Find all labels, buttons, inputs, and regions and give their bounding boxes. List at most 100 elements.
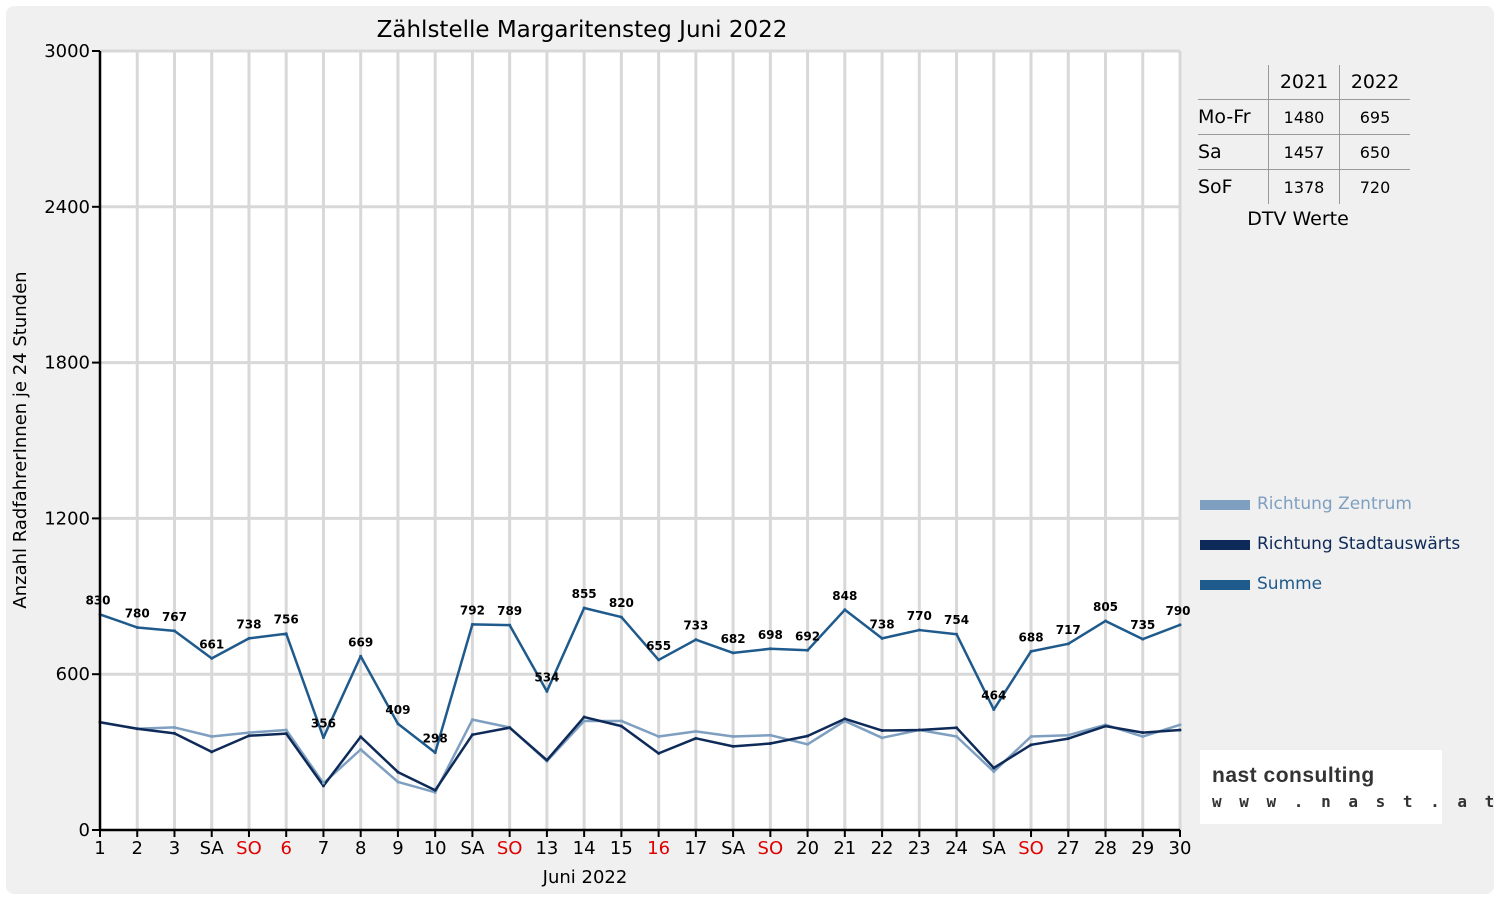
x-tick-label: SA	[460, 838, 485, 859]
data-point	[210, 750, 214, 754]
x-tick-label: 9	[392, 838, 403, 859]
data-points	[98, 606, 1182, 794]
series-line-1	[99, 718, 1181, 794]
data-point	[470, 622, 474, 626]
data-point	[359, 654, 363, 658]
data-point	[135, 625, 139, 629]
data-point	[1029, 743, 1033, 747]
legend-label: Richtung Zentrum	[1257, 494, 1412, 514]
data-point	[1141, 637, 1145, 641]
data-point	[582, 606, 586, 610]
data-point	[992, 766, 996, 770]
data-label: 409	[385, 703, 410, 717]
data-point	[694, 729, 698, 733]
data-point	[470, 733, 474, 737]
legend-swatch	[1200, 580, 1250, 590]
x-tick-label: 2	[132, 838, 143, 859]
y-tick-labels: 0 600 1200 1800 2400 3000	[44, 41, 90, 841]
y-tick-label: 1200	[44, 508, 90, 529]
data-label: 655	[646, 639, 671, 653]
data-label: 738	[870, 617, 895, 631]
x-tick-label: 8	[355, 838, 366, 859]
data-point	[806, 648, 810, 652]
data-point	[731, 735, 735, 739]
data-point	[284, 728, 288, 732]
data-label: 738	[236, 617, 261, 631]
data-point	[545, 689, 549, 693]
logo-name: nast consulting	[1212, 764, 1375, 787]
x-tick-label: SO	[758, 838, 784, 859]
data-point	[768, 733, 772, 737]
data-point	[1029, 735, 1033, 739]
dtv-row-label: Mo-Fr	[1198, 99, 1269, 135]
y-axis-label: Anzahl RadfahrerInnen je 24 Stunden	[10, 271, 31, 608]
data-point	[694, 736, 698, 740]
data-point	[1178, 623, 1182, 627]
data-point	[657, 751, 661, 755]
data-point	[1141, 731, 1145, 735]
data-point	[1141, 735, 1145, 739]
data-point	[433, 790, 437, 794]
x-tick-label: 16	[647, 838, 670, 859]
data-point	[619, 719, 623, 723]
data-point	[359, 748, 363, 752]
dtv-row-label: Sa	[1198, 134, 1269, 170]
dtv-table: 2021 2022 Mo-Fr 1480 695 Sa 1457 650 SoF…	[1198, 65, 1410, 204]
data-point	[172, 629, 176, 633]
data-point	[731, 651, 735, 655]
data-point	[247, 636, 251, 640]
data-label: 735	[1130, 618, 1155, 632]
series-lines	[99, 606, 1181, 794]
data-label: 534	[534, 670, 559, 684]
dtv-header-row: 2021 2022	[1198, 65, 1410, 100]
data-point	[1104, 619, 1108, 623]
data-label: 805	[1093, 600, 1118, 614]
data-point	[917, 628, 921, 632]
dtv-value: 650	[1339, 134, 1410, 170]
data-point	[1104, 724, 1108, 728]
data-point	[321, 781, 325, 785]
dtv-row-mofr: Mo-Fr 1480 695	[1198, 99, 1410, 135]
y-tick-label: 600	[56, 664, 90, 685]
x-tick-label: SO	[1018, 838, 1044, 859]
data-point	[806, 742, 810, 746]
dtv-value: 1457	[1268, 134, 1340, 170]
data-point	[955, 726, 959, 730]
data-label: 669	[348, 635, 373, 649]
data-point	[657, 658, 661, 662]
dtv-value: 1378	[1268, 169, 1340, 204]
x-tick-label: 21	[833, 838, 856, 859]
data-label: 692	[795, 629, 820, 643]
data-label: 754	[944, 613, 969, 627]
dtv-year-2021: 2021	[1268, 65, 1340, 100]
data-label: 848	[832, 589, 857, 603]
legend-label: Summe	[1257, 574, 1323, 594]
x-tick-label: 14	[573, 838, 596, 859]
company-logo: nast consulting w w w . n a s t . a t	[1200, 750, 1494, 824]
data-point	[880, 636, 884, 640]
dtv-value: 695	[1339, 99, 1410, 135]
y-tick-label: 3000	[44, 41, 90, 62]
data-point	[582, 719, 586, 723]
x-tick-label: 1	[94, 838, 105, 859]
data-point	[619, 615, 623, 619]
data-point	[731, 744, 735, 748]
x-tick-label: 28	[1094, 838, 1117, 859]
data-label: 790	[1165, 604, 1190, 618]
data-point	[619, 724, 623, 728]
data-label: 682	[721, 632, 746, 646]
data-point	[284, 732, 288, 736]
data-point	[843, 608, 847, 612]
legend-swatch	[1200, 500, 1250, 510]
series-line-3	[99, 606, 1181, 754]
x-tick-label: 23	[908, 838, 931, 859]
data-label: 830	[85, 593, 110, 607]
plot-area	[100, 51, 1180, 830]
x-tick-label: SA	[982, 838, 1007, 859]
data-point	[247, 734, 251, 738]
data-point	[806, 734, 810, 738]
data-point	[917, 728, 921, 732]
data-point	[843, 719, 847, 723]
data-point	[992, 708, 996, 712]
